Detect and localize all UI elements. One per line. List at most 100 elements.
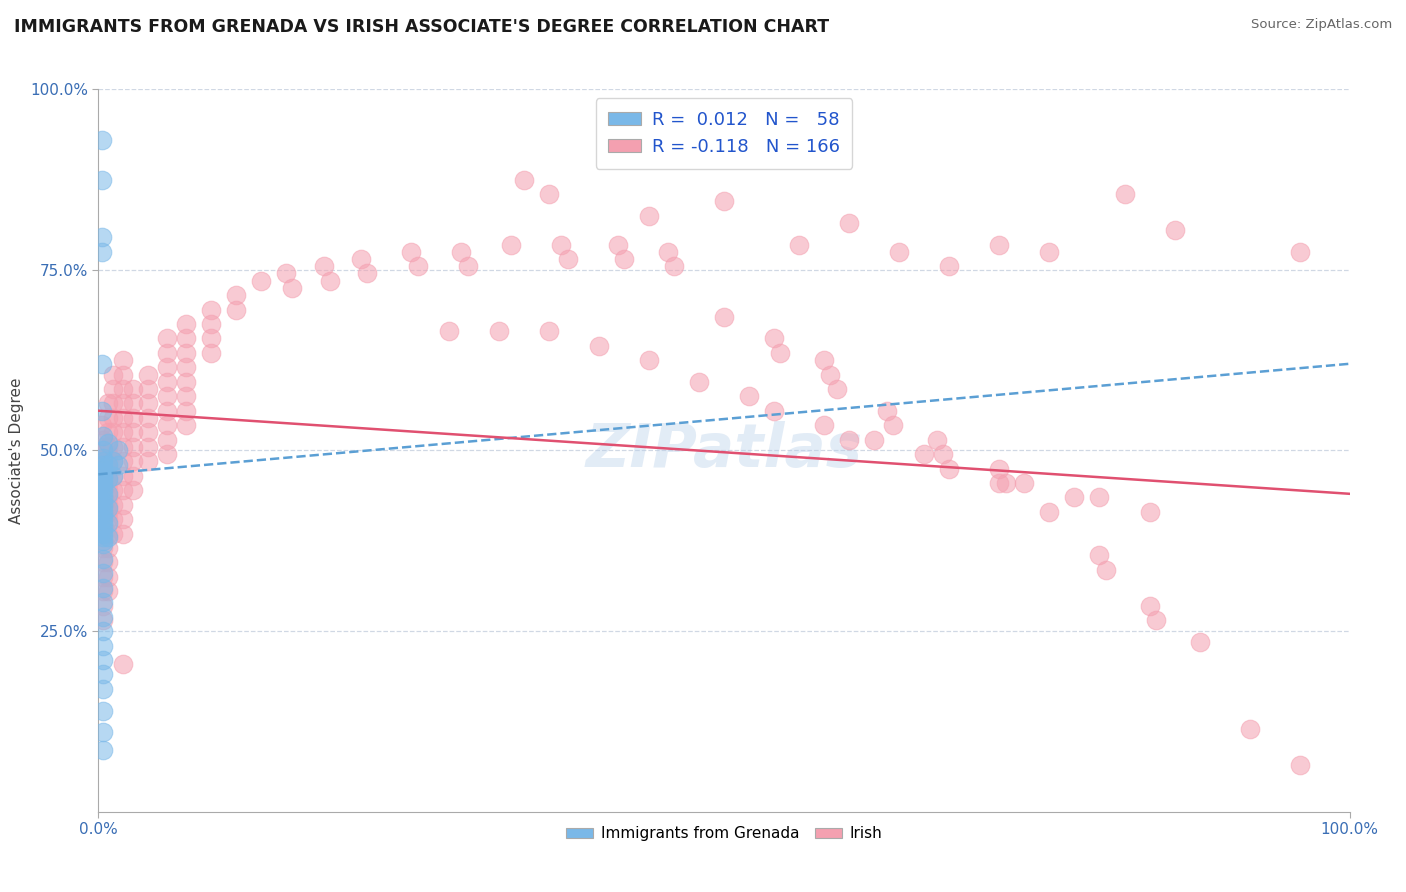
Point: [93, 468, 115, 483]
Point: [1239, 722, 1261, 736]
Point: [103, 425, 125, 440]
Point: [93, 609, 115, 624]
Point: [93, 429, 115, 443]
Point: [988, 475, 1011, 490]
Point: [91, 357, 114, 371]
Point: [122, 411, 145, 425]
Point: [97, 483, 120, 498]
Point: [613, 252, 636, 266]
Point: [97, 498, 120, 512]
Point: [97, 458, 120, 472]
Point: [200, 331, 222, 345]
Point: [93, 704, 115, 718]
Point: [97, 396, 120, 410]
Point: [93, 541, 115, 555]
Point: [713, 310, 735, 324]
Point: [813, 353, 835, 368]
Point: [93, 480, 115, 494]
Point: [103, 468, 125, 483]
Point: [122, 396, 145, 410]
Point: [93, 433, 115, 447]
Point: [93, 454, 115, 468]
Point: [93, 498, 115, 512]
Text: Source: ZipAtlas.com: Source: ZipAtlas.com: [1251, 18, 1392, 31]
Point: [156, 346, 179, 360]
Point: [103, 526, 125, 541]
Point: [91, 230, 114, 244]
Point: [97, 556, 120, 570]
Point: [122, 454, 145, 468]
Point: [156, 418, 179, 433]
Point: [93, 483, 115, 498]
Point: [93, 461, 115, 475]
Point: [437, 324, 460, 338]
Point: [93, 491, 115, 505]
Point: [838, 216, 860, 230]
Point: [103, 498, 125, 512]
Point: [1144, 613, 1167, 627]
Point: [93, 494, 115, 508]
Point: [103, 454, 125, 468]
Point: [93, 653, 115, 667]
Point: [138, 396, 160, 410]
Point: [537, 324, 560, 338]
Point: [93, 584, 115, 599]
Point: [122, 440, 145, 454]
Point: [93, 530, 115, 544]
Point: [138, 368, 160, 382]
Point: [93, 551, 115, 566]
Point: [97, 425, 120, 440]
Point: [97, 512, 120, 526]
Point: [93, 681, 115, 696]
Point: [93, 533, 115, 548]
Point: [588, 339, 610, 353]
Point: [1088, 548, 1111, 562]
Point: [820, 368, 842, 382]
Point: [713, 194, 735, 209]
Point: [638, 353, 661, 368]
Point: [912, 447, 935, 461]
Point: [93, 443, 115, 458]
Point: [93, 639, 115, 653]
Point: [312, 259, 335, 273]
Point: [93, 475, 115, 490]
Point: [112, 526, 135, 541]
Point: [93, 512, 115, 526]
Point: [994, 475, 1017, 490]
Point: [1163, 223, 1185, 237]
Point: [93, 624, 115, 639]
Point: [93, 526, 115, 541]
Point: [112, 440, 135, 454]
Point: [889, 244, 911, 259]
Point: [97, 411, 120, 425]
Point: [769, 346, 792, 360]
Point: [93, 505, 115, 519]
Point: [156, 375, 179, 389]
Point: [97, 505, 120, 519]
Point: [97, 570, 120, 584]
Point: [1088, 491, 1111, 505]
Point: [103, 396, 125, 410]
Point: [112, 468, 135, 483]
Point: [93, 472, 115, 486]
Point: [657, 244, 679, 259]
Point: [93, 505, 115, 519]
Point: [97, 501, 120, 516]
Point: [156, 331, 179, 345]
Point: [550, 237, 572, 252]
Point: [932, 447, 955, 461]
Point: [1038, 505, 1060, 519]
Point: [938, 259, 960, 273]
Point: [107, 458, 129, 472]
Point: [93, 461, 115, 475]
Point: [112, 353, 135, 368]
Point: [93, 725, 115, 739]
Point: [97, 516, 120, 530]
Point: [93, 491, 115, 505]
Point: [97, 475, 120, 490]
Point: [938, 461, 960, 475]
Point: [988, 237, 1011, 252]
Point: [93, 447, 115, 461]
Point: [97, 541, 120, 555]
Point: [97, 526, 120, 541]
